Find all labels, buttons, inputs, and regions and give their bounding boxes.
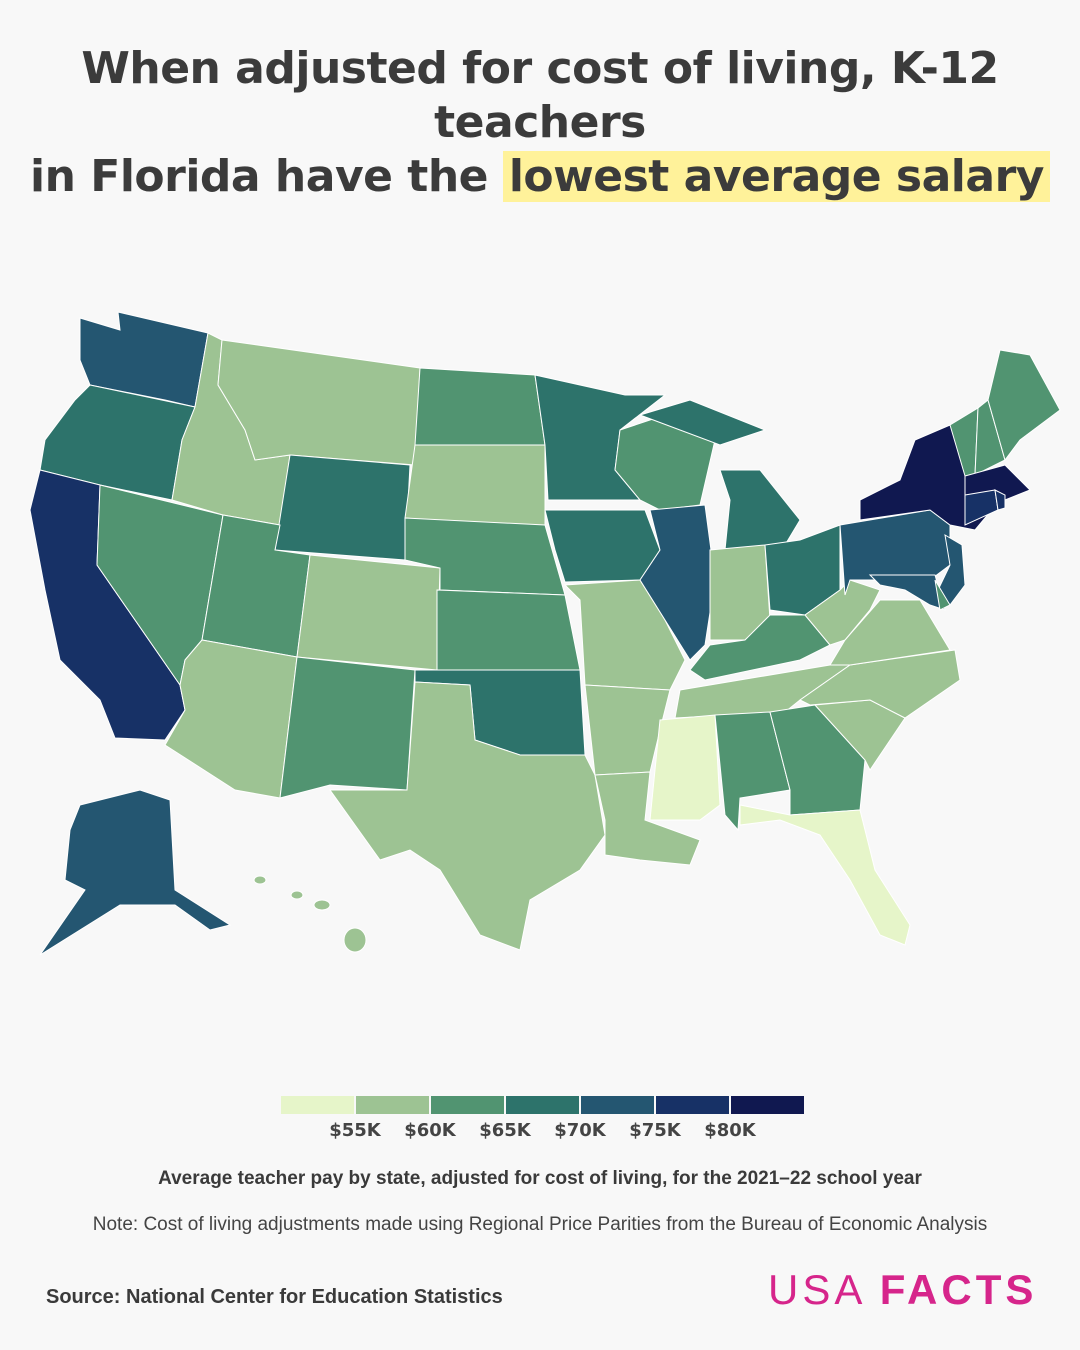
legend-tick-label: $70K <box>554 1120 606 1141</box>
state-az <box>164 639 298 799</box>
state-ia <box>544 509 661 583</box>
legend-swatch <box>581 1096 654 1114</box>
state-ri <box>994 489 1006 511</box>
state-wv <box>804 579 881 646</box>
state-ak <box>39 789 232 956</box>
chart-title: When adjusted for cost of living, K-12 t… <box>0 42 1080 204</box>
legend-tick-label: $65K <box>479 1120 531 1141</box>
legend-swatch <box>431 1096 504 1114</box>
state-hi <box>253 875 267 885</box>
state-hi <box>343 927 367 953</box>
legend-tick-label: $75K <box>629 1120 681 1141</box>
legend-tick-label: $80K <box>704 1120 756 1141</box>
legend-swatch <box>656 1096 729 1114</box>
title-highlight: lowest average salary <box>502 151 1050 202</box>
legend-tick-label: $60K <box>404 1120 456 1141</box>
legend-swatch <box>356 1096 429 1114</box>
state-md <box>868 574 946 611</box>
state-mi <box>638 399 767 446</box>
title-line-2: in Florida have the lowest average salar… <box>0 150 1080 204</box>
state-tx <box>329 681 606 951</box>
footnote: Note: Cost of living adjustments made us… <box>92 1214 988 1235</box>
state-me <box>987 349 1061 462</box>
state-nm <box>279 656 416 799</box>
state-hi <box>290 890 304 900</box>
state-ms <box>649 714 721 821</box>
state-ar <box>584 684 671 776</box>
source-text: Source: National Center for Education St… <box>46 1286 503 1308</box>
state-ks <box>436 589 581 671</box>
state-co <box>296 554 441 671</box>
us-choropleth-map <box>29 311 1061 956</box>
state-il <box>639 504 716 661</box>
title-line-1: When adjusted for cost of living, K-12 t… <box>81 43 999 148</box>
map-subtitle: Average teacher pay by state, adjusted f… <box>158 1168 922 1189</box>
usafacts-logo: USA FACTS <box>768 1266 1038 1313</box>
legend-tick-label: $55K <box>329 1120 381 1141</box>
legend-swatch <box>506 1096 579 1114</box>
legend-swatch <box>281 1096 354 1114</box>
color-legend <box>281 1096 806 1114</box>
state-sd <box>404 444 546 531</box>
state-mi <box>719 469 801 551</box>
state-hi <box>313 899 331 911</box>
state-wy <box>274 454 411 561</box>
legend-tick-labels: $55K $60K $65K $70K $75K $80K <box>281 1120 801 1144</box>
state-fl <box>739 804 911 946</box>
state-la <box>594 771 701 866</box>
legend-swatch <box>731 1096 804 1114</box>
state-nd <box>414 367 546 446</box>
state-de <box>934 579 951 611</box>
